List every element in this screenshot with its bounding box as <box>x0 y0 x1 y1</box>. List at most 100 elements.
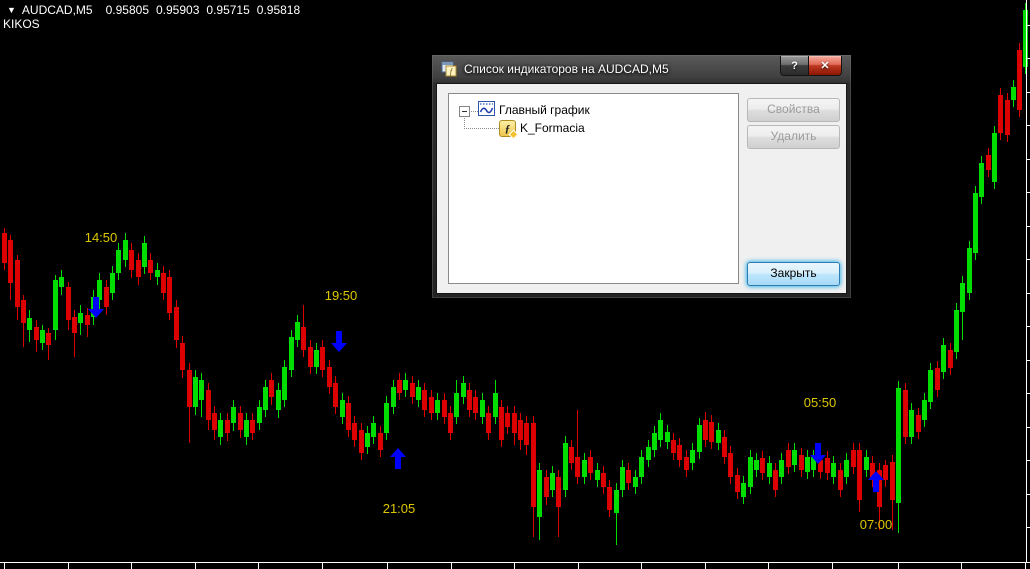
quote-low: 0.95715 <box>206 3 250 17</box>
buy-arrow-icon <box>390 448 406 469</box>
sell-arrow-icon <box>810 443 826 464</box>
candle-body <box>314 350 319 367</box>
candle-body <box>161 273 166 293</box>
tree-item-k-formacia[interactable]: K_Formacia <box>520 121 585 135</box>
candle-body <box>665 432 670 442</box>
candle-body <box>480 400 485 417</box>
candle-body <box>295 322 300 340</box>
candle-body <box>979 163 984 197</box>
candle-body <box>935 368 940 390</box>
delete-button[interactable]: Удалить <box>747 125 840 149</box>
candle-body <box>671 440 676 453</box>
candle-body <box>760 458 765 473</box>
candle-body <box>684 457 689 470</box>
candle-body <box>78 313 83 323</box>
candle-body <box>537 470 542 517</box>
candle-body <box>703 420 708 440</box>
candle-body <box>276 390 281 410</box>
time-annotation: 05:50 <box>804 395 837 410</box>
candle-body <box>225 420 230 433</box>
candle-body <box>588 457 593 473</box>
candle-body <box>1005 100 1010 135</box>
candle-body <box>909 410 914 437</box>
candle-body <box>359 430 364 453</box>
candle-body <box>346 403 351 430</box>
candle-body <box>1017 50 1022 110</box>
candle-body <box>136 260 141 277</box>
dialog-client-area: Главный график ƒ K_Formacia Свойства Уда… <box>436 83 847 294</box>
candle-body <box>193 377 198 407</box>
candle-body <box>110 273 115 293</box>
candle-body <box>967 248 972 293</box>
candle-body <box>518 420 523 440</box>
candle-body <box>72 317 77 333</box>
quote-line: ▼ AUDCAD,M5 0.95805 0.95903 0.95715 0.95… <box>7 3 300 17</box>
candle-body <box>155 270 160 277</box>
sell-arrow-icon <box>331 331 347 352</box>
indicators-tree: Главный график ƒ K_Formacia <box>448 93 739 284</box>
sell-arrow-icon <box>88 297 104 318</box>
candle-body <box>34 327 39 340</box>
candle-body <box>97 280 102 300</box>
candle-body <box>167 277 172 313</box>
candle-body <box>212 413 217 430</box>
candle-body <box>301 327 306 350</box>
candle-body <box>8 240 13 283</box>
candle-body <box>544 477 549 497</box>
symbol-dropdown-icon[interactable]: ▼ <box>7 5 16 15</box>
candle-body <box>27 318 32 330</box>
candle-body <box>486 413 491 433</box>
tree-item-main-chart[interactable]: Главный график <box>499 103 590 117</box>
candle-body <box>748 457 753 487</box>
candle-body <box>741 483 746 497</box>
help-button[interactable]: ? <box>780 56 808 76</box>
candle-body <box>614 490 619 513</box>
dialog-title: Список индикаторов на AUDCAD,M5 <box>464 62 669 76</box>
function-icon: ƒ <box>499 120 516 137</box>
tree-connector <box>464 128 499 129</box>
dialog-title-bar[interactable]: f Список индикаторов на AUDCAD,M5 ? ✕ <box>432 55 851 83</box>
candle-body <box>883 465 888 480</box>
candle-body <box>238 413 243 430</box>
candle-body <box>690 450 695 463</box>
candle-body <box>864 457 869 470</box>
candle-body <box>493 393 498 417</box>
quote-close: 0.95818 <box>256 3 301 17</box>
candle-body <box>877 470 882 507</box>
candle-body <box>779 460 784 477</box>
candle-body <box>1011 87 1016 100</box>
candle-body <box>607 487 612 510</box>
candle-body <box>998 95 1003 133</box>
candle-body <box>922 400 927 420</box>
candle-body <box>384 403 389 433</box>
candle-body <box>2 233 7 263</box>
candle-body <box>257 407 262 423</box>
properties-button[interactable]: Свойства <box>747 98 840 122</box>
candle-body <box>767 463 772 477</box>
candle-body <box>269 380 274 397</box>
close-dialog-button[interactable]: Закрыть <box>747 262 840 286</box>
candle-body <box>340 400 345 417</box>
candle-body <box>811 457 816 470</box>
candle-body <box>646 447 651 460</box>
candle-body <box>870 463 875 480</box>
candle-body <box>556 477 561 507</box>
candle-body <box>244 420 249 437</box>
candle-body <box>709 422 714 442</box>
candle-body <box>792 450 797 465</box>
candle-body <box>550 473 555 490</box>
candle-body <box>722 437 727 457</box>
candle-body <box>569 447 574 463</box>
candle-body <box>960 283 965 312</box>
candle-body <box>104 287 109 307</box>
candle-body <box>595 470 600 480</box>
candle-body <box>46 333 51 345</box>
candle-body <box>320 347 325 370</box>
close-icon[interactable]: ✕ <box>808 56 842 76</box>
tree-connector <box>464 116 465 129</box>
candle-body <box>391 387 396 407</box>
time-annotation: 14:50 <box>85 230 118 245</box>
candle-body <box>844 460 849 477</box>
candle-body <box>206 390 211 420</box>
